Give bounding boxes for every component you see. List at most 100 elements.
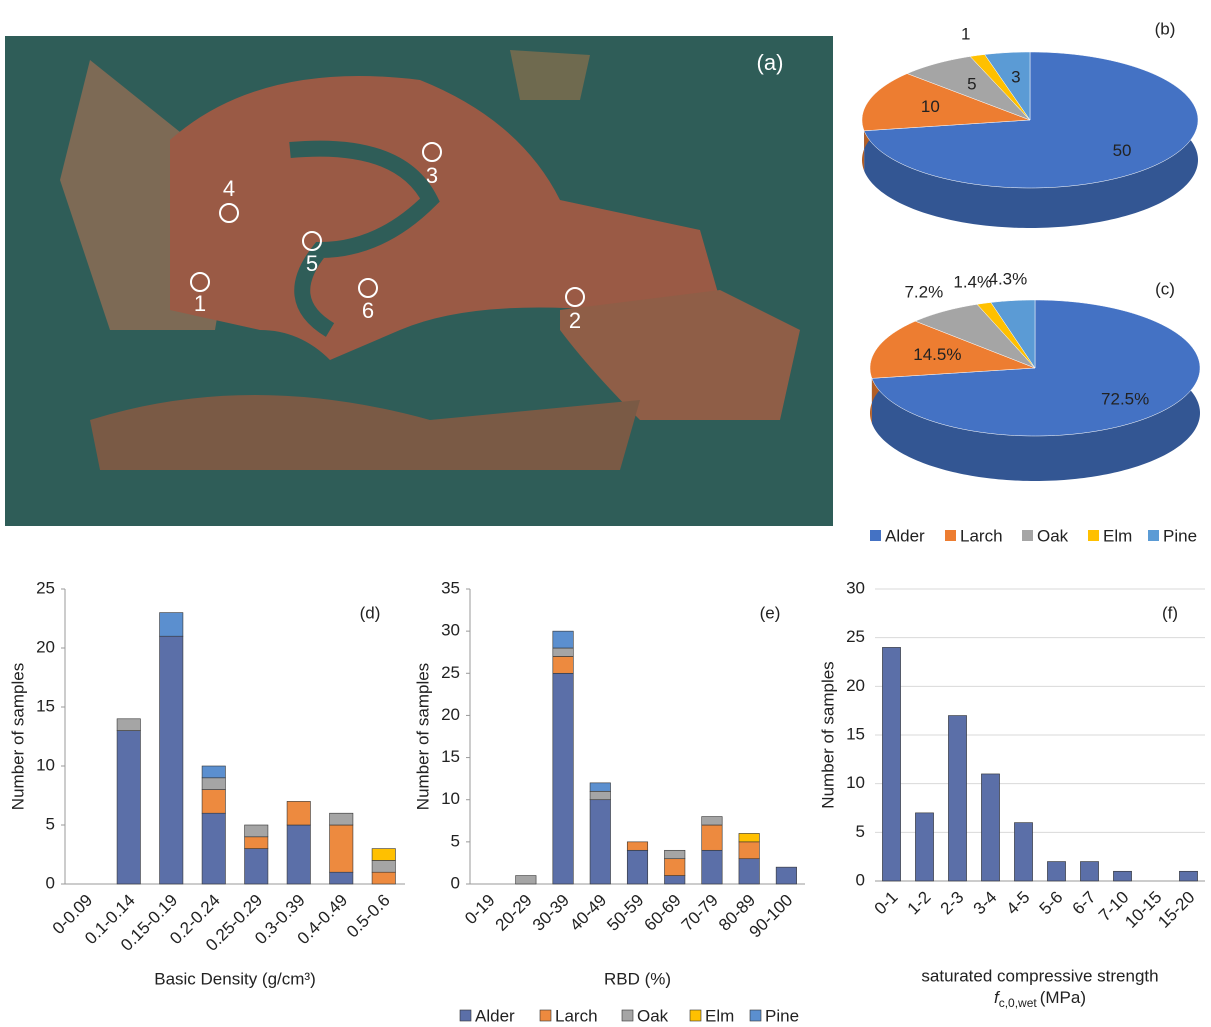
pie-slice — [914, 304, 1036, 369]
x-tick-label: 0.5-0.6 — [343, 891, 394, 942]
bar-segment — [201, 812, 226, 885]
y-tick-label: 20 — [846, 676, 865, 695]
data-label: 4.3% — [988, 269, 1027, 288]
bar-segment — [701, 816, 723, 826]
y-tick-label: 30 — [846, 578, 865, 597]
legend-label: Pine — [765, 1006, 799, 1025]
bar-segment — [552, 656, 574, 674]
legend-swatch — [870, 530, 881, 541]
bar — [1014, 822, 1033, 882]
bar-segment — [589, 782, 611, 792]
legend-label: Larch — [555, 1006, 598, 1025]
x-tick-label: 15-20 — [1154, 888, 1198, 932]
data-label: 5 — [967, 74, 976, 93]
legend-label: Larch — [960, 526, 1003, 545]
x-tick-label: 3-4 — [970, 888, 1001, 919]
bar-segment — [552, 647, 574, 657]
legend-label: Oak — [1037, 526, 1069, 545]
site-label: 2 — [569, 308, 581, 333]
y-tick-label: 5 — [46, 814, 55, 833]
panel-label: (d) — [360, 603, 381, 622]
legend-label: Pine — [1163, 526, 1197, 545]
x-tick-label: 6-7 — [1069, 888, 1100, 919]
legend-swatch — [1022, 530, 1033, 541]
x-axis-symbol: fc,0,wet (MPa) — [994, 988, 1086, 1010]
y-tick-label: 15 — [441, 747, 460, 766]
map-land — [560, 290, 800, 420]
pie-slice — [871, 299, 1201, 437]
y-tick-label: 20 — [441, 705, 460, 724]
bar-segment — [286, 824, 311, 885]
bar-segment — [664, 849, 686, 860]
legend-label: Oak — [637, 1006, 669, 1025]
legend-label: Alder — [475, 1006, 515, 1025]
bar-segment — [159, 612, 184, 637]
data-label: 14.5% — [913, 345, 961, 364]
site-label: 6 — [362, 298, 374, 323]
y-tick-label: 30 — [441, 621, 460, 640]
legend-swatch — [945, 530, 956, 541]
bar-segment — [552, 630, 574, 649]
bar-segment — [329, 871, 354, 885]
legend-swatch — [539, 1009, 552, 1022]
x-tick-label: 10-15 — [1121, 888, 1165, 932]
site-marker — [422, 142, 442, 162]
x-tick-label: 40-49 — [566, 891, 610, 935]
bar — [948, 715, 967, 882]
pie-slice — [906, 56, 1031, 121]
pie-slice — [861, 73, 1031, 132]
legend-label: Alder — [885, 526, 925, 545]
y-tick-label: 25 — [36, 578, 55, 597]
bar — [915, 812, 934, 882]
bar — [1113, 870, 1132, 882]
y-tick-label: 15 — [846, 724, 865, 743]
y-tick-label: 20 — [36, 637, 55, 656]
x-tick-label: 4-5 — [1003, 888, 1034, 919]
bar-segment — [552, 672, 574, 885]
map-land — [90, 395, 640, 470]
legend-swatch — [621, 1009, 634, 1022]
legend-swatch — [1148, 530, 1159, 541]
site-marker — [219, 203, 239, 223]
legend-label: Elm — [705, 1006, 734, 1025]
x-tick-label: 30-39 — [529, 891, 573, 935]
legend-swatch — [749, 1009, 762, 1022]
y-tick-label: 5 — [451, 831, 460, 850]
bar-segment — [201, 789, 226, 814]
pie-slice — [863, 51, 1199, 189]
bar-segment — [201, 777, 226, 790]
bar-segment — [244, 848, 269, 885]
data-label: 7.2% — [904, 282, 943, 301]
bar-segment — [626, 849, 649, 885]
unit: (MPa) — [1040, 988, 1086, 1007]
bar-segment — [589, 790, 611, 801]
pie-slice — [869, 320, 1036, 379]
y-tick-label: 10 — [441, 789, 460, 808]
bar-segment — [738, 858, 760, 885]
legend-swatch — [1088, 530, 1099, 541]
x-tick-label: 5-6 — [1036, 888, 1067, 919]
data-label: 1.4% — [953, 273, 992, 292]
bar-segment — [701, 849, 723, 885]
bar-segment — [244, 836, 269, 849]
bar-segment — [626, 841, 649, 851]
y-tick-label: 25 — [441, 663, 460, 682]
y-axis-title: Number of samples — [818, 661, 837, 808]
y-tick-label: 5 — [856, 822, 865, 841]
bar-segment — [738, 833, 760, 843]
y-tick-label: 35 — [441, 578, 460, 597]
bar-segment — [589, 799, 611, 885]
site-marker — [190, 272, 210, 292]
y-tick-label: 0 — [46, 873, 55, 892]
bar — [882, 647, 901, 882]
site-marker — [358, 278, 378, 298]
bar-segment — [371, 860, 396, 873]
pie-slice — [984, 51, 1031, 121]
bar-segment — [329, 824, 354, 873]
y-tick-label: 15 — [36, 696, 55, 715]
data-label: 1 — [961, 25, 970, 44]
y-tick-label: 25 — [846, 627, 865, 646]
bar-segment — [701, 824, 723, 851]
